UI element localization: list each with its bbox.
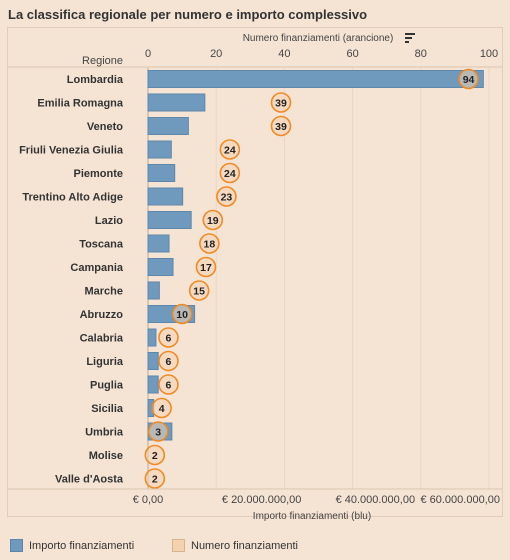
top-tick-label: 20 [210,48,222,60]
category-label: Sicilia [91,403,124,415]
category-label: Campania [70,262,123,274]
category-label: Puglia [90,380,124,392]
legend-label-importo: Importo finanziamenti [29,539,135,552]
category-label: Liguria [86,356,124,368]
data-label-numero: 18 [204,239,216,251]
data-label-numero: 39 [275,121,287,133]
data-label-numero: 23 [221,192,233,204]
marker-numero [171,303,193,325]
marker-numero [458,68,479,90]
marker-numero [144,444,166,466]
row-header: Regione [82,55,123,67]
marker-numero [219,139,241,160]
data-label-numero: 24 [224,168,236,180]
category-label: Friuli Venezia Giulia [19,145,124,157]
top-tick-label: 100 [480,48,498,60]
bar-importo [147,281,160,300]
category-label: Valle d'Aosta [55,474,124,486]
chart-panel [7,27,503,517]
category-label: Emilia Romagna [37,98,123,110]
sort-icon[interactable] [405,33,415,43]
data-label-numero: 24 [224,145,236,157]
category-label: Trentino Alto Adige [22,192,123,204]
bottom-axis-label: Importo finanziamenti (blu) [253,511,371,522]
data-label-numero: 19 [207,215,219,227]
data-label-numero: 15 [193,286,205,298]
marker-numero [216,186,237,207]
marker-numero [270,92,292,113]
data-label-numero: 2 [152,450,158,462]
category-label: Abruzzo [80,309,124,321]
bar-importo [147,164,176,182]
data-label-numero: 2 [152,474,158,486]
marker-numero [158,350,179,372]
chart-title: La classifica regionale per numero e imp… [8,7,368,22]
bar-importo [147,375,159,394]
data-label-numero: 39 [275,98,287,110]
legend-item-numero: Numero finanziamenti [172,539,298,552]
marker-numero [270,115,292,137]
bottom-tick-label: € 20.000.000,00 [222,494,302,506]
marker-numero [188,280,210,301]
legend-swatch-blue [10,539,23,552]
bar-importo [147,211,192,229]
marker-numero [219,162,241,184]
category-label: Molise [89,450,123,462]
top-tick-label: 80 [415,48,427,60]
category-label: Piemonte [73,168,123,180]
data-label-numero: 6 [166,356,172,368]
category-label: Umbria [85,427,124,439]
legend-label-numero: Numero finanziamenti [191,539,298,552]
bar-importo [147,93,206,112]
marker-numero [158,374,179,395]
top-tick-label: 60 [346,48,358,60]
bar-importo [147,234,170,253]
bottom-tick-label: € 60.000.000,00 [420,494,500,506]
bar-importo [147,140,172,159]
bottom-tick-label: € 40.000.000,00 [336,494,416,506]
category-label: Veneto [87,121,123,133]
marker-numero [158,327,179,348]
bar-importo [147,328,157,347]
bar-importo [147,258,174,276]
bar-importo [147,352,159,370]
top-tick-label: 0 [145,48,151,60]
marker-numero [144,468,166,489]
data-label-numero: 4 [159,403,165,415]
data-label-numero: 6 [166,333,172,345]
bar-importo [147,117,189,135]
legend-item-importo: Importo finanziamenti [10,539,134,552]
data-label-numero: 10 [176,309,188,321]
category-label: Toscana [79,239,124,251]
category-label: Calabria [80,333,124,345]
data-label-numero: 17 [200,262,212,274]
legend-swatch-orange [172,539,185,552]
bottom-tick-label: € 0,00 [133,494,164,506]
top-axis-label: Numero finanziamenti (arancione) [243,33,394,44]
legend: Importo finanziamenti Numero finanziamen… [10,539,500,555]
marker-numero [147,421,169,442]
data-label-numero: 6 [166,380,172,392]
marker-numero [195,256,217,278]
marker-numero [199,233,220,254]
category-label: Lazio [95,215,123,227]
data-label-numero: 3 [155,427,161,439]
top-tick-label: 40 [278,48,290,60]
marker-numero [202,209,224,231]
marker-numero [151,397,172,419]
category-label: Marche [84,286,123,298]
category-label: Lombardia [67,74,124,86]
bar-importo [147,187,184,206]
bar-chart: Numero finanziamenti (arancione) 0 20 40 60 8… [8,33,502,522]
data-label-numero: 94 [463,74,475,86]
bar-importo [147,70,484,88]
